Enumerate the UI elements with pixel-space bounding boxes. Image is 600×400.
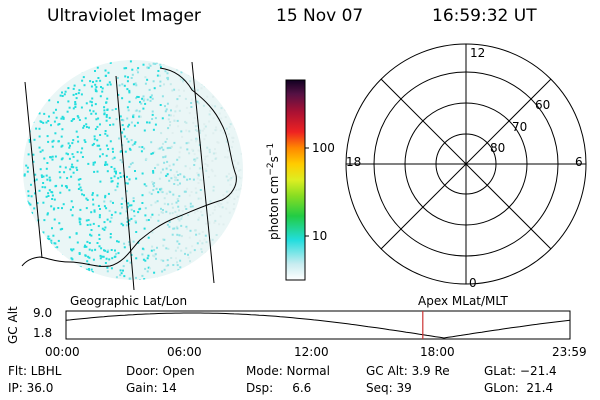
x-tick-1800: 18:00	[420, 345, 455, 359]
status-seq: Seq: 39	[366, 381, 412, 395]
time-label: 16:59:32 UT	[432, 6, 537, 26]
status-glon: GLon: 21.4	[484, 381, 554, 395]
lat-label-80: 80	[490, 141, 506, 155]
mlt-label-6: 6	[575, 155, 583, 169]
status-filter: Flt: LBHL	[8, 364, 62, 378]
geographic-grid-lines	[21, 61, 237, 291]
x-tick-0600: 06:00	[167, 345, 202, 359]
apex-label: Apex MLat/MLT	[418, 294, 508, 308]
colorbar-tick-100: 100	[312, 141, 335, 155]
x-tick-2359: 23:59	[552, 345, 587, 359]
colorbar-unit-label: photon cm−2s−1	[266, 142, 281, 240]
uv-image-disk	[23, 60, 243, 280]
y-tick-1-8: 1.8	[33, 326, 53, 340]
mlt-label-18: 18	[346, 155, 362, 169]
gc-alt-axis-label: GC Alt	[6, 306, 20, 344]
y-tick-9: 9.0	[33, 306, 53, 320]
lat-label-70: 70	[512, 120, 528, 134]
status-ip: IP: 36.0	[8, 381, 54, 395]
status-dsp: Dsp: 6.6	[246, 381, 312, 395]
geographic-label: Geographic Lat/Lon	[70, 294, 188, 308]
instrument-title: Ultraviolet Imager	[47, 6, 201, 26]
status-glat: GLat: −21.4	[484, 364, 557, 378]
status-mode: Mode: Normal	[246, 364, 330, 378]
mlt-label-0: 0	[469, 276, 477, 290]
status-gain: Gain: 14	[126, 381, 177, 395]
date-label: 15 Nov 07	[276, 6, 364, 26]
mlt-label-12: 12	[470, 46, 486, 60]
polar-plot	[345, 43, 587, 285]
status-door: Door: Open	[126, 364, 195, 378]
orbit-panel	[65, 310, 571, 340]
x-tick-1200: 12:00	[294, 345, 329, 359]
colorbar-tick-10: 10	[312, 229, 328, 243]
x-tick-0000: 00:00	[45, 345, 80, 359]
colorbar	[285, 79, 309, 281]
lat-label-60: 60	[535, 98, 551, 112]
status-gc-alt: GC Alt: 3.9 Re	[366, 364, 450, 378]
